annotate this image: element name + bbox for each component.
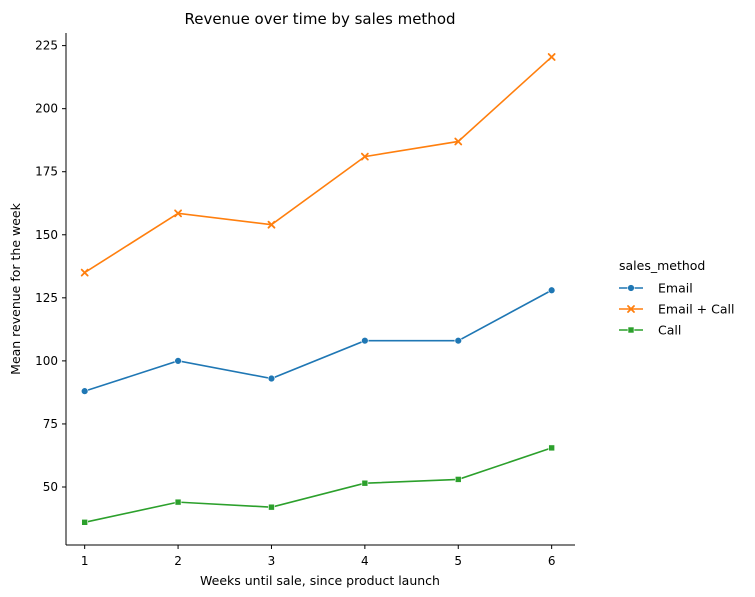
x-tick-label: 2 [174,554,182,568]
data-point [80,387,89,395]
y-axis-label: Mean revenue for the week [8,202,23,374]
series-line-1 [84,56,553,274]
series-line-0 [84,289,553,392]
x-tick-label: 5 [454,554,462,568]
legend-label: Email [658,281,693,296]
data-point [361,479,369,487]
x-tick-label: 3 [268,554,276,568]
x-tick-label: 6 [548,554,556,568]
y-tick-label: 125 [35,291,58,305]
legend-label: Call [658,323,681,338]
data-point [360,152,369,161]
data-point [547,286,556,294]
chart-title: Revenue over time by sales method [184,10,455,28]
y-tick-label: 75 [43,417,58,431]
data-point [548,444,555,452]
y-tick-label: 225 [35,39,58,53]
x-axis-label: Weeks until sale, since product launch [200,573,440,588]
data-point [267,374,276,383]
x-tick-label: 1 [81,554,89,568]
data-point [454,476,462,483]
data-point [268,503,275,511]
y-tick-label: 150 [35,228,58,242]
plot-area: 1 2 3 4 5 6 50 75 100 125 150 175 200 225 [35,33,575,568]
y-tick-label: 50 [43,480,58,494]
data-point [80,268,89,277]
legend-marker [627,284,635,292]
data-point [547,53,556,61]
legend-marker [627,326,635,334]
data-point [174,498,182,506]
legend-marker [627,305,635,313]
legend-title: sales_method [619,258,705,273]
data-point [174,209,182,218]
legend: sales_method Email Email + Call Call [619,258,734,338]
legend-label: Email + Call [658,302,734,317]
y-tick-label: 100 [35,354,58,368]
data-point [81,519,88,526]
data-point [267,220,276,229]
data-point [361,337,369,345]
data-point [454,337,462,345]
y-tick-label: 175 [35,165,58,179]
data-point [454,137,463,146]
series-line-2 [84,447,552,524]
data-point [174,357,182,365]
y-tick-label: 200 [35,102,58,116]
x-tick-label: 4 [361,554,369,568]
